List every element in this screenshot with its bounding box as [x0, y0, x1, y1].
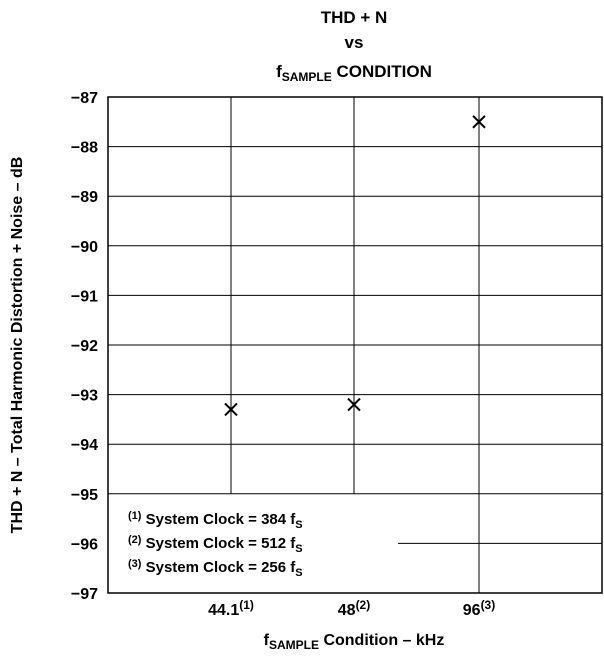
legend-note: (1) System Clock = 384 fS: [128, 510, 303, 531]
y-tick-label: −96: [71, 536, 98, 553]
y-axis-label: THD + N – Total Harmonic Distortion + No…: [9, 157, 26, 534]
legend-notes: (1) System Clock = 384 fS (2) System Cloc…: [128, 510, 303, 579]
y-tick-label: −87: [71, 90, 98, 107]
x-tick-label: 44.1(1): [208, 598, 254, 619]
x-tick-label: 48(2): [338, 598, 370, 619]
y-tick-label: −94: [71, 437, 98, 454]
y-tick-label: −92: [71, 338, 98, 355]
y-tick-label: −90: [71, 239, 98, 256]
x-tick-label: 96(3): [463, 598, 495, 619]
plot-frame: [107, 96, 603, 594]
y-tick-label: −93: [71, 388, 98, 405]
y-tick-label: −97: [71, 586, 98, 603]
title-line-2: fSAMPLE CONDITION: [276, 62, 432, 84]
grid-lines: [108, 97, 602, 593]
y-axis-title: THD + N – Total Harmonic Distortion + No…: [9, 157, 26, 534]
y-tick-label: −88: [71, 140, 98, 157]
data-point: [347, 397, 361, 412]
x-axis-label: fSAMPLE Condition – kHz: [264, 632, 445, 652]
title-line-0: THD + N: [321, 8, 388, 27]
legend-note: (2) System Clock = 512 fS: [128, 534, 303, 555]
y-tick-label: −91: [71, 288, 98, 305]
data-point: [472, 115, 486, 129]
y-tick-labels: −87 −88 −89 −90 −91 −92 −93 −94 −95 −96 −97: [71, 90, 98, 603]
chart-title: THD + N vs fSAMPLE CONDITION: [276, 8, 432, 84]
x-axis-title: fSAMPLE Condition – kHz: [264, 632, 445, 652]
title-line-1: vs: [345, 33, 364, 52]
y-tick-label: −95: [71, 487, 98, 504]
legend-note: (3) System Clock = 256 fS: [128, 558, 303, 579]
x-tick-labels: 44.1(1) 48(2) 96(3): [208, 598, 495, 619]
data-points: [224, 115, 486, 417]
y-tick-label: −89: [71, 189, 98, 206]
data-point: [224, 402, 238, 417]
